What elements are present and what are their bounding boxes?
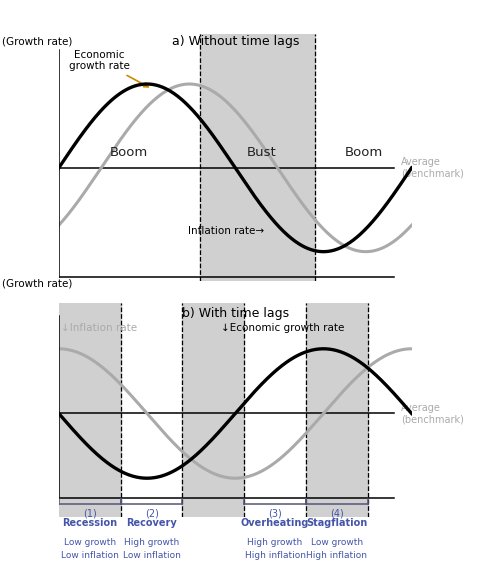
Text: Economic
growth rate: Economic growth rate: [69, 50, 148, 87]
Text: ↓Economic growth rate: ↓Economic growth rate: [221, 323, 344, 333]
Text: Average
(benchmark): Average (benchmark): [401, 403, 464, 424]
Text: Boom: Boom: [345, 146, 383, 159]
Text: Overheating: Overheating: [241, 518, 309, 528]
Text: High growth: High growth: [124, 538, 179, 547]
Text: (2): (2): [145, 509, 159, 519]
Text: b) With time lags: b) With time lags: [182, 307, 289, 320]
Text: Average
(benchmark): Average (benchmark): [401, 157, 464, 179]
Text: Recovery: Recovery: [126, 518, 177, 528]
Bar: [200, 34, 315, 281]
Bar: [59, 303, 121, 517]
Text: a) Without time lags: a) Without time lags: [172, 35, 299, 48]
Bar: [182, 303, 244, 517]
Text: (3): (3): [268, 509, 282, 519]
Text: Low inflation: Low inflation: [122, 551, 180, 560]
Text: Recession: Recession: [62, 518, 118, 528]
Text: ↓Inflation rate: ↓Inflation rate: [61, 323, 137, 333]
Text: Low growth: Low growth: [64, 538, 116, 547]
Text: Boom: Boom: [110, 146, 148, 159]
Text: (Growth rate): (Growth rate): [2, 37, 73, 47]
Text: (Growth rate): (Growth rate): [2, 278, 73, 288]
Text: Bust: Bust: [247, 146, 276, 159]
Text: (4): (4): [330, 509, 343, 519]
Text: (1): (1): [83, 509, 97, 519]
Text: High inflation: High inflation: [245, 551, 306, 560]
Text: Inflation rate→: Inflation rate→: [188, 226, 264, 235]
Text: Low inflation: Low inflation: [61, 551, 119, 560]
Text: Stagflation: Stagflation: [306, 518, 368, 528]
Text: Low growth: Low growth: [311, 538, 363, 547]
Text: High inflation: High inflation: [306, 551, 368, 560]
Bar: [306, 303, 368, 517]
Text: High growth: High growth: [247, 538, 303, 547]
